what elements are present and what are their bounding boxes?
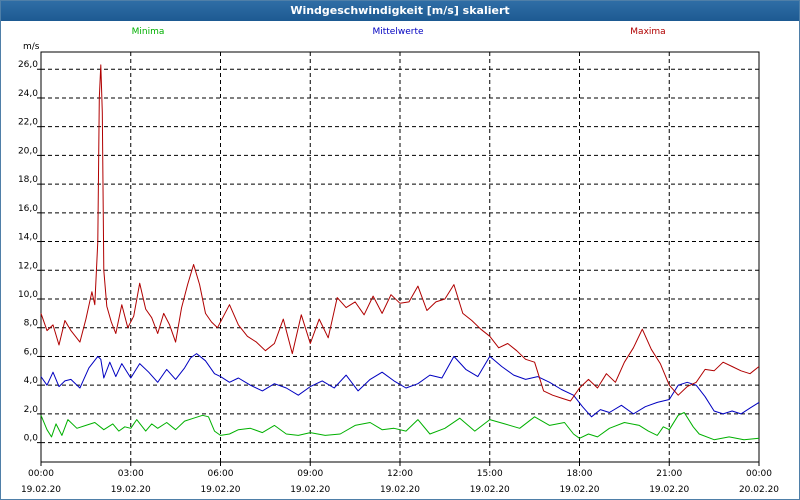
x-tick-date-label: 19.02.20 [200, 485, 240, 495]
y-tick-label: 18,0 [18, 175, 38, 185]
y-tick-label: 20,0 [18, 146, 38, 156]
x-tick-date-label: 19.02.20 [559, 485, 599, 495]
x-tick-date-label: 19.02.20 [649, 485, 689, 495]
y-tick-label: 22,0 [18, 118, 38, 128]
y-tick-label: 0,0 [24, 434, 39, 444]
x-tick-date-label: 19.02.20 [111, 485, 151, 495]
series-line-minima [40, 412, 760, 441]
x-tick-time-label: 18:00 [567, 469, 593, 479]
x-tick-time-label: 00:00 [746, 469, 772, 479]
y-tick-label: 26,0 [18, 60, 38, 70]
series-line-maxima [40, 64, 760, 402]
x-tick-date-label: 19.02.20 [470, 485, 510, 495]
y-tick-label: 8,0 [24, 319, 39, 329]
x-tick-date-label: 20.02.20 [739, 485, 779, 495]
x-tick-time-label: 00:00 [28, 469, 54, 479]
y-tick-label: 2,0 [24, 405, 39, 415]
window-title: Windgeschwindigkeit [m/s] skaliert [1, 1, 799, 21]
x-tick-time-label: 06:00 [208, 469, 234, 479]
wind-speed-chart: 0,0 2,0 4,0 6,0 8,0 10,0 12,0 14,0 16,0 18,0 20,0 2… [18, 27, 779, 495]
y-tick-label: 6,0 [24, 347, 39, 357]
x-tick-time-label: 09:00 [297, 469, 323, 479]
x-tick-time-label: 15:00 [477, 469, 503, 479]
y-tick-label: 24,0 [18, 89, 38, 99]
series-line-mittelwerte [40, 353, 760, 418]
legend-entry-mittelwerte: Mittelwerte [372, 27, 423, 37]
y-tick-label: 16,0 [18, 204, 38, 214]
legend-entry-minima: Minima [132, 27, 165, 37]
x-tick-time-label: 03:00 [118, 469, 144, 479]
y-axis-label: m/s [23, 42, 40, 52]
y-tick-label: 4,0 [24, 376, 39, 386]
y-tick-label: 10,0 [18, 290, 38, 300]
x-tick-time-label: 12:00 [387, 469, 413, 479]
x-tick-time-label: 21:00 [656, 469, 682, 479]
legend-entry-maxima: Maxima [630, 27, 665, 37]
x-tick-date-label: 19.02.20 [290, 485, 330, 495]
x-tick-date-label: 19.02.20 [380, 485, 420, 495]
x-tick-date-label: 19.02.20 [21, 485, 61, 495]
y-tick-label: 14,0 [18, 233, 38, 243]
y-tick-label: 12,0 [18, 261, 38, 271]
